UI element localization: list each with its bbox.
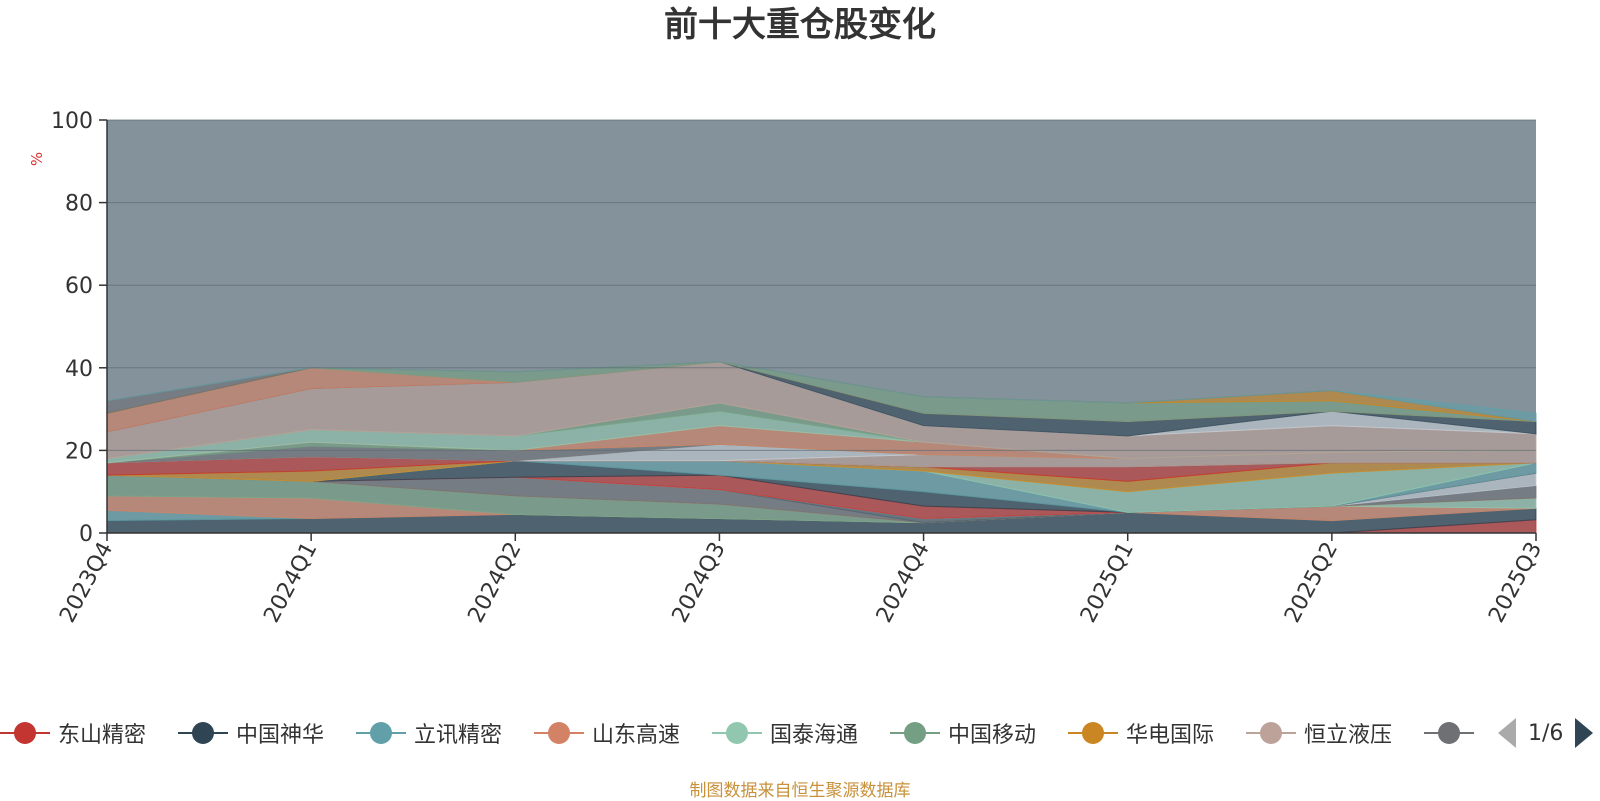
legend-marker-icon xyxy=(356,716,406,750)
x-tick-label: 2024Q4 xyxy=(872,538,935,627)
legend: 东山精密 中国神华 立讯精密 山东高速 国泰海通 中国移动 华电国际 恒立液压 xyxy=(0,716,1490,750)
legend-page-indicator: 1/6 xyxy=(1528,720,1564,746)
legend-marker-icon xyxy=(1424,716,1474,750)
legend-item[interactable]: 恒立液压 xyxy=(1246,716,1392,750)
legend-marker-icon xyxy=(1246,716,1296,750)
legend-label: 立讯精密 xyxy=(414,723,503,748)
source-note: 制图数据来自恒生聚源数据库 xyxy=(689,781,911,801)
y-tick-label: 60 xyxy=(65,274,93,299)
x-tick-label: 2025Q2 xyxy=(1280,538,1343,627)
legend-label: 中国神华 xyxy=(236,723,325,748)
y-tick-label: 0 xyxy=(79,522,93,547)
legend-label: 恒立液压 xyxy=(1304,723,1393,748)
legend-label: 中国移动 xyxy=(948,723,1037,748)
legend-pager: 1/6 xyxy=(1498,716,1594,750)
legend-marker-icon xyxy=(890,716,940,750)
legend-marker-icon xyxy=(1068,716,1118,750)
legend-label: 国泰海通 xyxy=(770,723,859,748)
legend-item[interactable]: 国泰海通 xyxy=(712,716,858,750)
legend-marker-icon xyxy=(178,716,228,750)
legend-item[interactable]: 中国神华 xyxy=(178,716,324,750)
y-tick-label: 40 xyxy=(65,357,93,382)
x-tick-label: 2023Q4 xyxy=(55,538,118,627)
chart-title: 前十大重仓股变化 xyxy=(664,5,936,45)
legend-label: 东山精密 xyxy=(58,723,147,748)
legend-label: 山东高速 xyxy=(592,723,681,748)
legend-marker-icon xyxy=(534,716,584,750)
x-tick-label: 2024Q2 xyxy=(464,538,527,627)
x-tick-label: 2024Q1 xyxy=(259,538,322,627)
legend-item[interactable]: 东山精密 xyxy=(0,716,146,750)
x-tick-label: 2025Q3 xyxy=(1484,538,1547,627)
plot-area: 0 20 40 60 80 100 2023Q4 2024Q1 2024Q2 2024Q3 2024… xyxy=(51,109,1547,627)
legend-item[interactable]: 华电国际 xyxy=(1068,716,1214,750)
legend-label: 华电国际 xyxy=(1126,723,1215,748)
legend-marker-icon xyxy=(0,716,50,750)
legend-prev-arrow-icon[interactable] xyxy=(1498,718,1516,748)
legend-item[interactable]: 中国移动 xyxy=(890,716,1036,750)
x-tick-label: 2025Q1 xyxy=(1076,538,1139,627)
y-tick-label: 20 xyxy=(65,439,93,464)
y-tick-label: 100 xyxy=(51,109,93,134)
legend-item[interactable]: 山东高速 xyxy=(534,716,680,750)
series-area-32 xyxy=(106,361,1537,423)
legend-next-arrow-icon[interactable] xyxy=(1575,718,1594,748)
legend-marker-icon xyxy=(712,716,762,750)
legend-item[interactable]: 立讯精密 xyxy=(356,716,502,750)
legend-item-partial[interactable] xyxy=(1424,716,1474,750)
y-tick-label: 80 xyxy=(65,192,93,217)
x-tick-label: 2024Q3 xyxy=(668,538,731,627)
